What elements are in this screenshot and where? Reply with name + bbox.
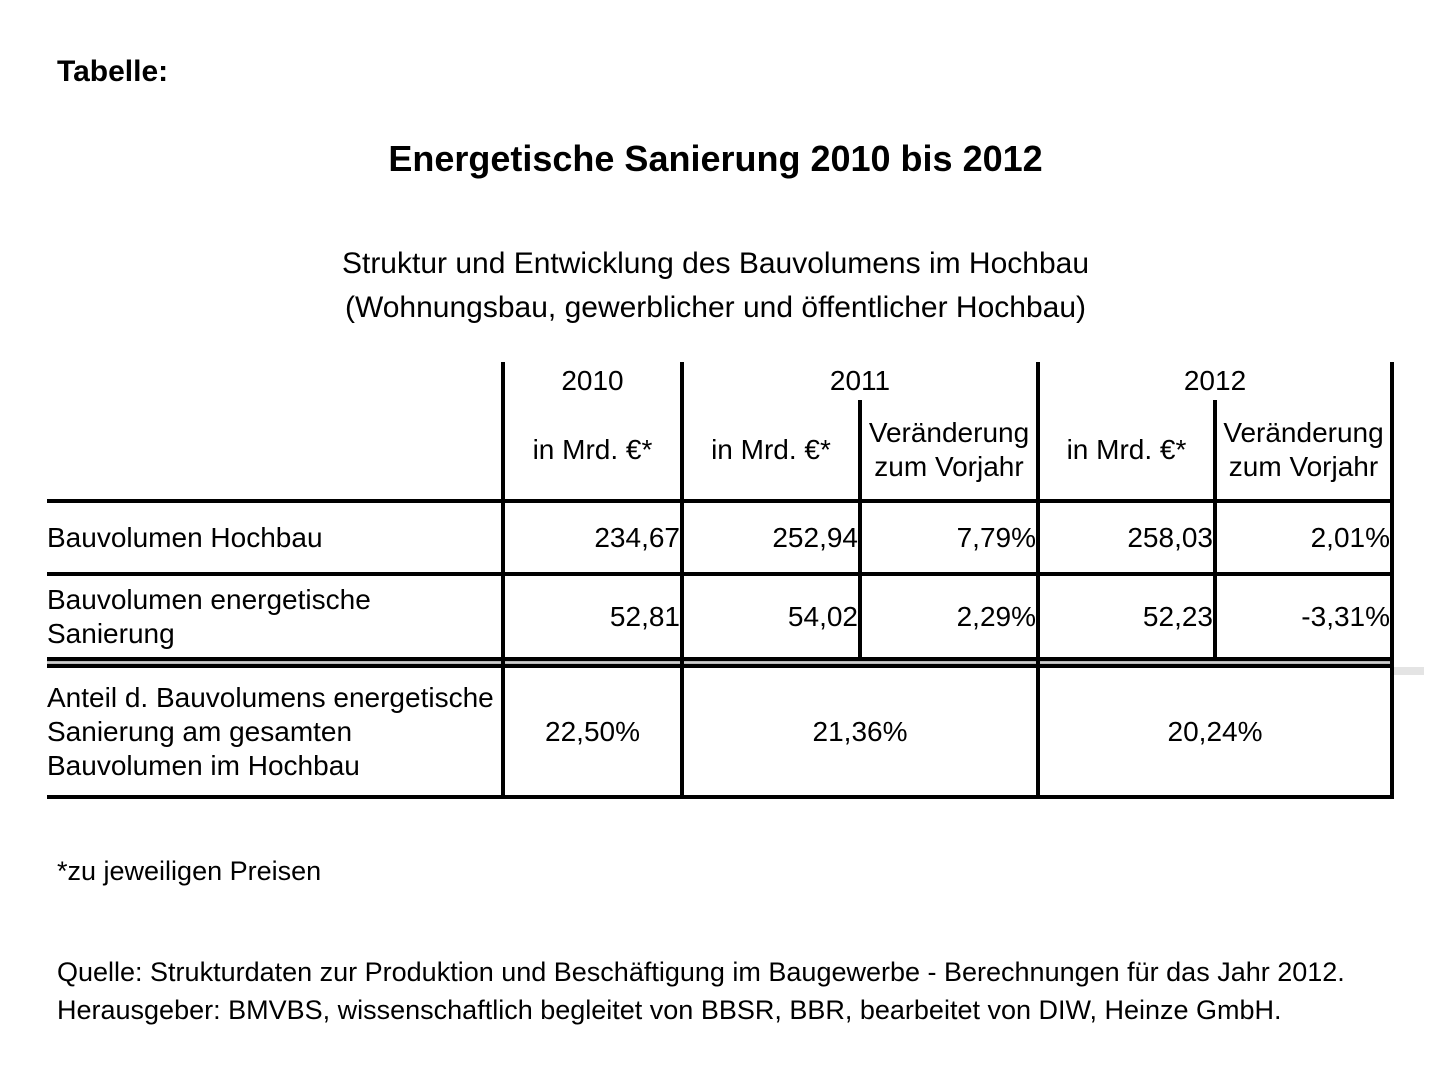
divider-row [47,657,1395,668]
subheader-change-2012: Veränderung zum Vorjahr [1215,400,1395,503]
subheader-spacer-cell [47,400,503,503]
row-label-anteil: Anteil d. Bauvolumens energetische Sanie… [47,666,503,799]
cell-sanierung-2010-mrd: 52,81 [501,574,684,659]
row-label-bauvolumen-hochbau: Bauvolumen Hochbau [47,501,503,576]
row-label-line: Sanierung [47,617,175,649]
cell-hochbau-2012-change: 2,01% [1215,501,1395,576]
cell-hochbau-2012-mrd: 258,03 [1038,501,1217,576]
subheader-change-2011: Veränderung zum Vorjahr [860,400,1040,503]
subtitle-line-1: Struktur und Entwicklung des Bauvolumens… [341,247,1090,280]
tabelle-label: Tabelle: [57,55,169,88]
row-label-line: Bauvolumen energetische [47,583,371,615]
table-row-bauvolumen-hochbau: Bauvolumen Hochbau 234,67 252,94 7,79% 2… [47,501,1395,576]
table-row-anteil: Anteil d. Bauvolumens energetische Sanie… [47,666,1395,799]
source-line-1: Quelle: Strukturdaten zur Produktion und… [57,957,1345,987]
cell-anteil-2010: 22,50% [501,666,684,799]
subheader-row: in Mrd. €* in Mrd. €* Veränderung zum Vo… [47,400,1395,503]
cell-hochbau-2011-mrd: 252,94 [682,501,862,576]
year-header-2010: 2010 [501,362,684,400]
year-header-2011: 2011 [682,362,1040,400]
divider-segment-label [47,657,503,668]
subheader-mrd-2010: in Mrd. €* [501,400,684,503]
row-label-energetische-sanierung: Bauvolumen energetische Sanierung [47,574,503,659]
subtitle-line-2: (Wohnungsbau, gewerblicher und öffentlic… [344,291,1087,324]
row-label-line: Bauvolumen im Hochbau [47,749,360,781]
divider-segment-2012 [1038,657,1395,668]
footnote-prices: *zu jeweiligen Preisen [57,856,322,886]
year-header-2012: 2012 [1038,362,1395,400]
cell-sanierung-2011-mrd: 54,02 [682,574,862,659]
cell-anteil-2012: 20,24% [1038,666,1395,799]
cell-anteil-2011: 21,36% [682,666,1040,799]
divider-segment-2011 [682,657,1040,668]
subheader-mrd-2012: in Mrd. €* [1038,400,1217,503]
divider-tail [1394,667,1424,675]
row-label-line: Anteil d. Bauvolumens energetische [47,681,494,713]
header-spacer-cell [47,362,503,400]
row-label-line: Bauvolumen Hochbau [47,521,323,553]
cell-sanierung-2012-mrd: 52,23 [1038,574,1217,659]
page-title: Energetische Sanierung 2010 bis 2012 [388,138,1043,179]
subheader-mrd-2011: in Mrd. €* [682,400,862,503]
cell-hochbau-2010-mrd: 234,67 [501,501,684,576]
cell-sanierung-2012-change: -3,31% [1215,574,1395,659]
table-row-energetische-sanierung: Bauvolumen energetische Sanierung 52,81 … [47,574,1395,659]
divider-segment-2010 [501,657,684,668]
cell-hochbau-2011-change: 7,79% [860,501,1040,576]
year-header-row: 2010 2011 2012 [47,362,1395,400]
source-block: Quelle: Strukturdaten zur Produktion und… [57,953,1345,1029]
page-subtitle: Struktur und Entwicklung des Bauvolumens… [0,242,1431,330]
data-table: 2010 2011 2012 in Mrd. €* in Mrd. €* Ver… [47,362,1395,799]
row-label-line: Sanierung am gesamten [47,715,353,747]
cell-sanierung-2011-change: 2,29% [860,574,1040,659]
source-line-2: Herausgeber: BMVBS, wissenschaftlich beg… [57,995,1282,1025]
